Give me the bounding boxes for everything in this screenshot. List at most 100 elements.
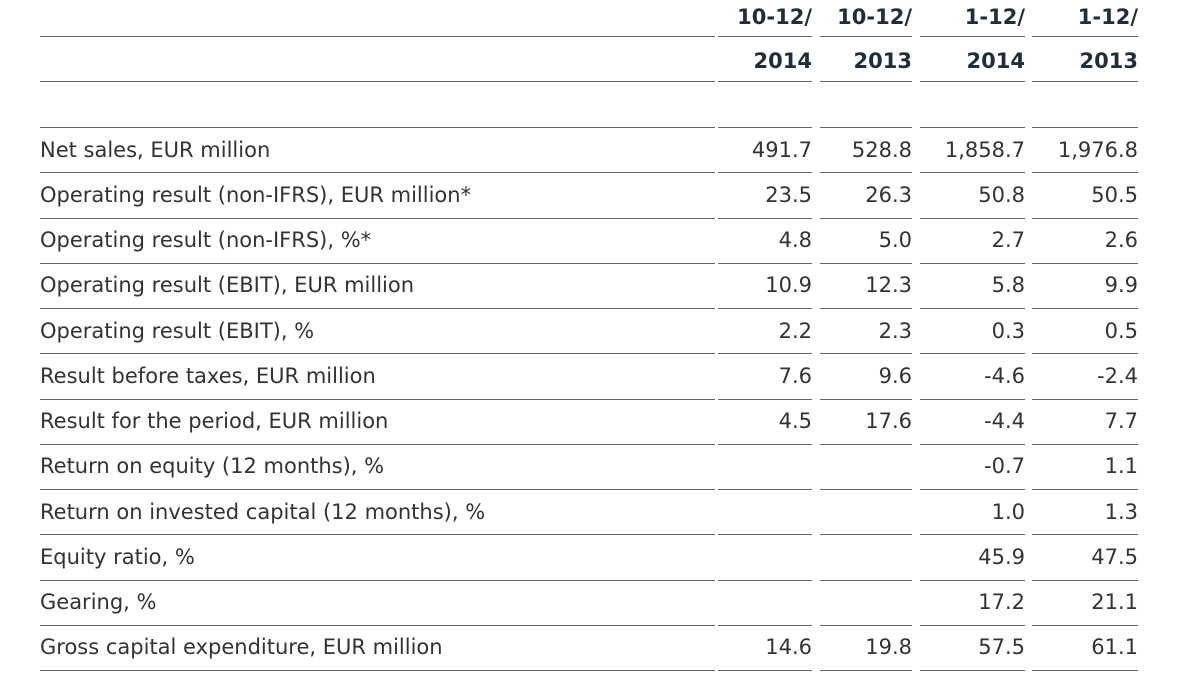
- cell: 7.7: [1104, 409, 1138, 434]
- rule: [820, 218, 912, 219]
- cell: 491.7: [751, 137, 812, 162]
- cell: 5.8: [991, 273, 1025, 298]
- rule: [718, 625, 812, 626]
- cell: 12.3: [865, 273, 912, 298]
- rule: [920, 489, 1025, 490]
- cell: 26.3: [865, 182, 912, 207]
- row-label: Operating result (non-IFRS), %*: [40, 228, 372, 253]
- rule: [1032, 399, 1138, 400]
- rule: [718, 308, 812, 309]
- row-label: Operating result (EBIT), %: [40, 318, 315, 343]
- rule: [718, 353, 812, 354]
- cell: 10.9: [765, 273, 812, 298]
- cell: 7.6: [778, 363, 812, 388]
- row-label: Equity ratio, %: [40, 544, 195, 569]
- cell: 57.5: [978, 635, 1025, 660]
- cell: 21.1: [1091, 590, 1138, 615]
- rule: [40, 218, 715, 219]
- rule: [718, 444, 812, 445]
- rule: [920, 444, 1025, 445]
- rule: [920, 580, 1025, 581]
- rule: [1032, 308, 1138, 309]
- cell: -0.7: [984, 454, 1025, 479]
- row-label: Net sales, EUR million: [40, 137, 271, 162]
- rule: [718, 534, 812, 535]
- rule: [920, 625, 1025, 626]
- rule: [718, 127, 812, 128]
- rule: [40, 580, 715, 581]
- rule: [820, 127, 912, 128]
- rule: [718, 172, 812, 173]
- rule: [920, 308, 1025, 309]
- rule: [820, 81, 912, 82]
- rule: [1032, 36, 1138, 37]
- rule: [920, 534, 1025, 535]
- rule: [718, 36, 812, 37]
- rule: [920, 81, 1025, 82]
- row-label: Result before taxes, EUR million: [40, 363, 376, 388]
- rule: [40, 399, 715, 400]
- rule: [40, 353, 715, 354]
- rule: [920, 353, 1025, 354]
- cell: 528.8: [851, 137, 912, 162]
- rule: [40, 127, 715, 128]
- cell: 23.5: [765, 182, 812, 207]
- cell: 50.5: [1091, 182, 1138, 207]
- rule: [1032, 534, 1138, 535]
- column-header: 10-12/: [837, 5, 912, 29]
- cell: 0.5: [1104, 318, 1138, 343]
- rule: [920, 670, 1025, 671]
- cell: 1.1: [1104, 454, 1138, 479]
- row-label: Gearing, %: [40, 590, 157, 615]
- rule: [820, 399, 912, 400]
- rule: [920, 218, 1025, 219]
- column-header: 2014: [753, 49, 812, 73]
- rule: [820, 489, 912, 490]
- cell: 1,858.7: [944, 137, 1025, 162]
- cell: 4.5: [778, 409, 812, 434]
- cell: 14.6: [765, 635, 812, 660]
- rule: [718, 218, 812, 219]
- rule: [820, 36, 912, 37]
- rule: [718, 399, 812, 400]
- cell: 50.8: [978, 182, 1025, 207]
- rule: [40, 172, 715, 173]
- rule: [1032, 444, 1138, 445]
- rule: [1032, 625, 1138, 626]
- cell: 1.3: [1104, 499, 1138, 524]
- column-header: 2014: [966, 49, 1025, 73]
- rule: [40, 534, 715, 535]
- rule: [820, 308, 912, 309]
- rule: [718, 670, 812, 671]
- rule: [718, 81, 812, 82]
- row-label: Operating result (EBIT), EUR million: [40, 273, 415, 298]
- cell: 0.3: [991, 318, 1025, 343]
- row-label: Operating result (non-IFRS), EUR million…: [40, 182, 472, 207]
- cell: 17.2: [978, 590, 1025, 615]
- cell: 17.6: [865, 409, 912, 434]
- cell: 19.8: [865, 635, 912, 660]
- rule: [718, 263, 812, 264]
- rule: [820, 580, 912, 581]
- rule: [820, 670, 912, 671]
- cell: 4.8: [778, 228, 812, 253]
- cell: 2.7: [991, 228, 1025, 253]
- cell: 1.0: [991, 499, 1025, 524]
- rule: [40, 81, 715, 82]
- rule: [1032, 580, 1138, 581]
- cell: 9.9: [1104, 273, 1138, 298]
- column-header: 2013: [1079, 49, 1138, 73]
- cell: 1,976.8: [1057, 137, 1138, 162]
- rule: [718, 580, 812, 581]
- rule: [920, 172, 1025, 173]
- rule: [820, 263, 912, 264]
- rule: [920, 399, 1025, 400]
- cell: -2.4: [1097, 363, 1138, 388]
- column-header: 10-12/: [737, 5, 812, 29]
- cell: -4.4: [984, 409, 1025, 434]
- row-label: Return on equity (12 months), %: [40, 454, 385, 479]
- rule: [1032, 263, 1138, 264]
- rule: [920, 127, 1025, 128]
- rule: [40, 489, 715, 490]
